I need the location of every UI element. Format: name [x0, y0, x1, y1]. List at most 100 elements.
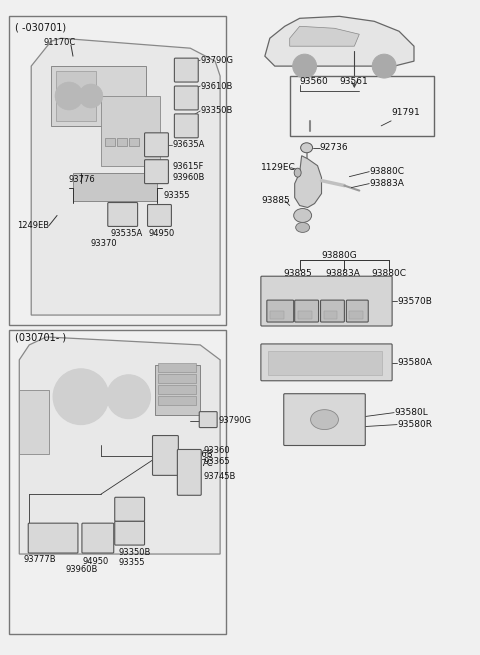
- Text: 93880C: 93880C: [369, 167, 404, 176]
- Bar: [158, 396, 196, 405]
- Ellipse shape: [294, 168, 301, 177]
- Bar: [158, 384, 196, 394]
- Bar: [298, 311, 312, 319]
- Bar: [19, 390, 49, 455]
- Text: 93883A: 93883A: [325, 269, 360, 278]
- FancyBboxPatch shape: [174, 86, 198, 110]
- Text: 93355: 93355: [164, 191, 190, 200]
- Text: 93370: 93370: [91, 239, 118, 248]
- Bar: [73, 173, 157, 200]
- FancyBboxPatch shape: [115, 497, 144, 521]
- FancyBboxPatch shape: [174, 114, 198, 138]
- Polygon shape: [19, 337, 220, 554]
- Text: (030701- ): (030701- ): [15, 333, 66, 343]
- Ellipse shape: [350, 119, 359, 129]
- FancyBboxPatch shape: [28, 523, 78, 553]
- Bar: [129, 138, 139, 146]
- Bar: [290, 76, 434, 136]
- Polygon shape: [290, 26, 360, 47]
- Text: 93635A: 93635A: [172, 140, 205, 149]
- FancyBboxPatch shape: [115, 521, 144, 545]
- Text: 93960B: 93960B: [65, 565, 97, 574]
- Bar: [117, 138, 127, 146]
- Text: 93880C: 93880C: [371, 269, 406, 278]
- FancyBboxPatch shape: [147, 204, 171, 227]
- Bar: [349, 311, 363, 319]
- Text: 93535A: 93535A: [111, 229, 143, 238]
- Text: 93580L: 93580L: [394, 408, 428, 417]
- FancyBboxPatch shape: [321, 300, 344, 322]
- Text: 93560: 93560: [300, 77, 328, 86]
- FancyBboxPatch shape: [174, 58, 198, 82]
- Text: 93880G: 93880G: [322, 251, 357, 260]
- FancyBboxPatch shape: [178, 449, 201, 495]
- Bar: [158, 374, 196, 383]
- Bar: [9, 330, 226, 633]
- Text: 91791: 91791: [391, 109, 420, 117]
- Text: 92736: 92736: [320, 143, 348, 152]
- FancyBboxPatch shape: [267, 300, 294, 322]
- Text: 93610B: 93610B: [200, 81, 233, 90]
- Text: 1129EC: 1129EC: [261, 163, 296, 172]
- Bar: [9, 16, 226, 325]
- Circle shape: [293, 54, 316, 78]
- Polygon shape: [265, 16, 414, 66]
- Text: 93885: 93885: [261, 196, 289, 205]
- FancyBboxPatch shape: [347, 300, 368, 322]
- Bar: [105, 138, 115, 146]
- Ellipse shape: [300, 143, 312, 153]
- Circle shape: [55, 82, 83, 110]
- Ellipse shape: [302, 101, 316, 121]
- Ellipse shape: [347, 100, 362, 122]
- Polygon shape: [295, 156, 322, 208]
- Text: 93615F: 93615F: [172, 162, 204, 171]
- Text: 93561: 93561: [339, 77, 368, 86]
- Text: 1249EB: 1249EB: [17, 221, 49, 230]
- Text: 94950: 94950: [83, 557, 109, 565]
- Ellipse shape: [371, 126, 377, 132]
- Circle shape: [79, 84, 103, 108]
- Text: 93777C: 93777C: [180, 459, 213, 468]
- Text: 93365: 93365: [203, 457, 230, 466]
- Bar: [270, 311, 284, 319]
- Text: 93790G: 93790G: [200, 56, 233, 65]
- Bar: [101, 96, 160, 166]
- Ellipse shape: [311, 409, 338, 430]
- FancyBboxPatch shape: [144, 133, 168, 157]
- Text: ( -030701): ( -030701): [15, 22, 66, 32]
- Text: 93777B: 93777B: [23, 555, 56, 563]
- Text: 93776B: 93776B: [180, 450, 213, 459]
- Circle shape: [107, 375, 151, 419]
- Bar: [268, 351, 382, 375]
- Text: 93580R: 93580R: [397, 420, 432, 429]
- Bar: [56, 71, 96, 121]
- FancyBboxPatch shape: [108, 202, 138, 227]
- Circle shape: [53, 369, 109, 424]
- Bar: [324, 311, 337, 319]
- Polygon shape: [31, 38, 220, 315]
- FancyBboxPatch shape: [199, 411, 217, 428]
- Text: 93885: 93885: [284, 269, 312, 278]
- FancyBboxPatch shape: [261, 344, 392, 381]
- Text: 94950: 94950: [148, 229, 175, 238]
- FancyBboxPatch shape: [261, 276, 392, 326]
- Bar: [156, 365, 200, 415]
- Text: 93776: 93776: [69, 175, 96, 184]
- Text: 91170C: 91170C: [43, 38, 75, 47]
- Bar: [51, 66, 145, 126]
- Text: 93350B: 93350B: [119, 548, 151, 557]
- FancyBboxPatch shape: [284, 394, 365, 445]
- Text: 93570B: 93570B: [397, 297, 432, 306]
- Text: 93355: 93355: [119, 557, 145, 567]
- Text: 93745B: 93745B: [203, 472, 236, 481]
- Ellipse shape: [294, 208, 312, 223]
- FancyBboxPatch shape: [153, 436, 179, 476]
- Text: 93883A: 93883A: [369, 179, 404, 188]
- Ellipse shape: [306, 121, 313, 131]
- FancyBboxPatch shape: [82, 523, 114, 553]
- Text: 93580A: 93580A: [397, 358, 432, 367]
- Text: 93790G: 93790G: [218, 416, 251, 425]
- Bar: [158, 363, 196, 372]
- Text: 93960B: 93960B: [172, 173, 205, 182]
- Circle shape: [372, 54, 396, 78]
